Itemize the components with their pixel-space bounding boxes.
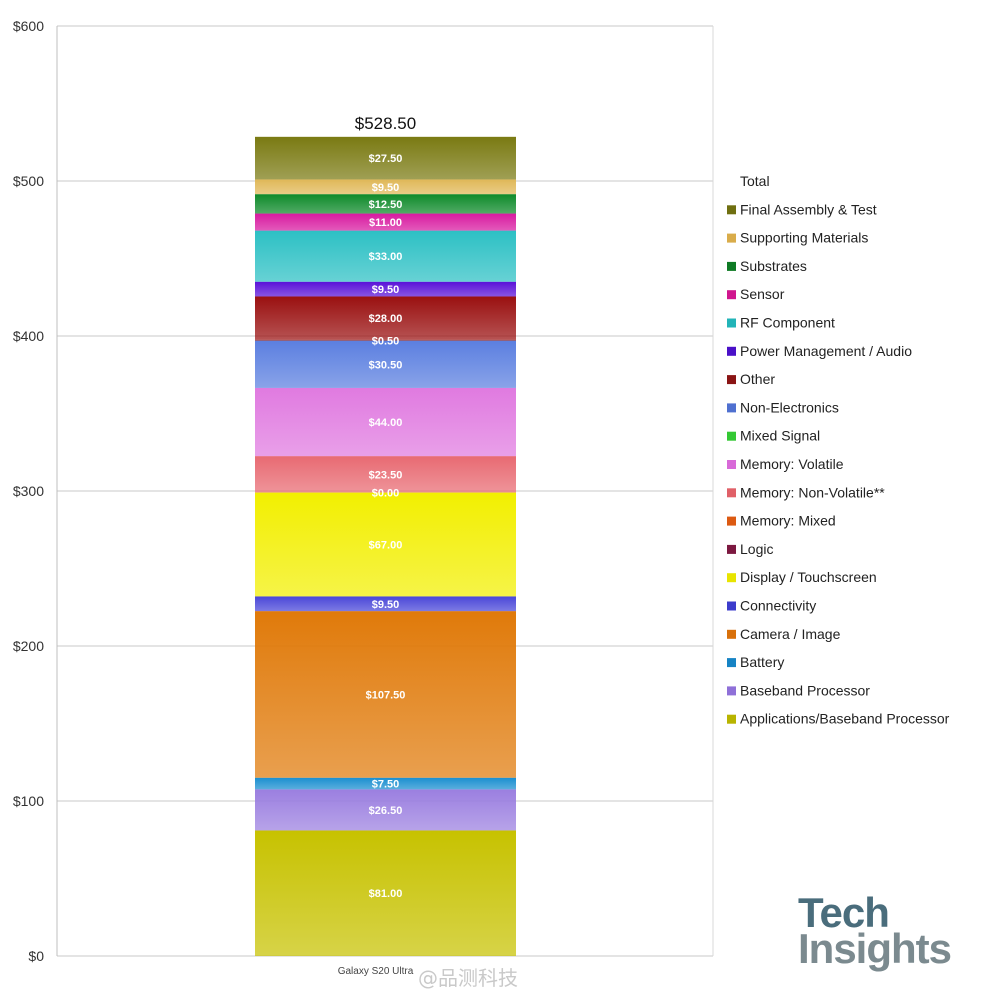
legend-swatch: [727, 488, 736, 498]
bar-segment: [255, 830, 516, 956]
logo-line-1: Tech: [798, 889, 890, 936]
bar-segment: [255, 179, 516, 195]
legend-swatch: [727, 601, 736, 611]
legend-item-label: Sensor: [740, 286, 785, 302]
legend: Total Final Assembly & Test Supporting Mat…: [727, 173, 950, 727]
segment-value-label: $7.50: [372, 779, 400, 791]
segment-value-label: $44.00: [369, 417, 403, 429]
techinsights-logo: Tech Insights: [798, 889, 952, 972]
total-value-label: $528.50: [355, 114, 416, 133]
legend-item-label: Camera / Image: [740, 626, 841, 642]
y-tick-label: $0: [28, 948, 44, 964]
legend-swatch: [727, 431, 736, 441]
legend-item-label: Memory: Non-Volatile**: [740, 484, 885, 500]
bar-segment: [255, 136, 516, 180]
legend-item-label: Memory: Volatile: [740, 456, 844, 472]
legend-item-label: Baseband Processor: [740, 682, 870, 698]
legend-item-label: Power Management / Audio: [740, 343, 912, 359]
segment-value-label: $30.50: [369, 359, 403, 371]
y-tick-label: $300: [13, 483, 44, 499]
legend-swatch: [727, 403, 736, 413]
y-tick-label: $200: [13, 638, 44, 654]
bar-segment: [255, 194, 516, 214]
bar-segment: [255, 213, 516, 231]
bar-segment: [255, 456, 516, 493]
y-tick-label: $600: [13, 18, 44, 34]
legend-title: Total: [740, 173, 770, 189]
x-category-label: Galaxy S20 Ultra: [338, 966, 414, 977]
segment-value-label: $9.50: [372, 182, 400, 194]
legend-swatch: [727, 205, 736, 215]
legend-item-label: Battery: [740, 654, 784, 670]
segment-value-label: $12.50: [369, 199, 403, 211]
legend-item-label: Memory: Mixed: [740, 513, 836, 529]
y-tick-label: $400: [13, 328, 44, 344]
segment-value-label: $81.00: [369, 888, 403, 900]
bar-segment: [255, 281, 516, 297]
bar-segment: [255, 596, 516, 612]
segment-value-label: $107.50: [366, 689, 406, 701]
segment-value-label: $11.00: [369, 217, 402, 229]
legend-swatch: [727, 233, 736, 243]
legend-item-label: Final Assembly & Test: [740, 201, 877, 217]
logo-line-2: Insights: [798, 925, 952, 972]
segment-value-label: $33.00: [369, 251, 403, 263]
y-axis: $0 $100 $200 $300 $400 $500 $600: [13, 18, 714, 964]
legend-swatch: [727, 318, 736, 328]
y-tick-label: $500: [13, 173, 44, 189]
segment-value-label: $28.00: [369, 313, 403, 325]
legend-item-label: RF Component: [740, 315, 835, 331]
legend-item-label: Connectivity: [740, 598, 816, 614]
legend-swatch: [727, 573, 736, 583]
bar-segment: [255, 777, 516, 790]
legend-item-label: Mixed Signal: [740, 428, 820, 444]
segment-value-label: $9.50: [372, 284, 400, 296]
legend-item-label: Substrates: [740, 258, 807, 274]
legend-item-label: Display / Touchscreen: [740, 569, 877, 585]
bar-segment: [255, 387, 516, 457]
segment-value-label: $27.50: [369, 153, 403, 165]
segment-value-label: $0.00: [372, 488, 400, 500]
segment-value-label: $23.50: [369, 469, 403, 481]
bar-segment: [255, 230, 516, 282]
legend-swatch: [727, 544, 736, 554]
segment-value-label: $67.00: [369, 539, 403, 551]
legend-item-label: Logic: [740, 541, 773, 557]
stacked-bar: [255, 136, 516, 956]
legend-item-label: Other: [740, 371, 775, 387]
watermark-text: @品测科技: [418, 966, 518, 990]
legend-swatch: [727, 261, 736, 271]
bar-segment: [255, 340, 516, 388]
legend-swatch: [727, 375, 736, 385]
legend-swatch: [727, 686, 736, 696]
legend-swatch: [727, 516, 736, 526]
legend-swatch: [727, 658, 736, 668]
bar-segment: [255, 492, 516, 597]
segment-labels: $81.00 $26.50 $7.50 $107.50 $9.50 $67.00 $0.00…: [366, 153, 406, 900]
legend-swatch: [727, 346, 736, 356]
segment-value-label: $9.50: [372, 599, 400, 611]
legend-swatch: [727, 714, 736, 724]
bar-segment: [255, 339, 516, 341]
segment-value-label: $26.50: [369, 805, 403, 817]
legend-item-label: Applications/Baseband Processor: [740, 711, 950, 727]
legend-item-label: Supporting Materials: [740, 230, 868, 246]
legend-swatch: [727, 290, 736, 300]
y-tick-label: $100: [13, 793, 44, 809]
segment-value-label: $0.50: [372, 335, 400, 347]
bar-segment: [255, 296, 516, 340]
bar-segment: [255, 789, 516, 831]
legend-item-label: Non-Electronics: [740, 399, 839, 415]
bar-segment: [255, 611, 516, 778]
legend-swatch: [727, 460, 736, 469]
legend-swatch: [727, 629, 736, 639]
